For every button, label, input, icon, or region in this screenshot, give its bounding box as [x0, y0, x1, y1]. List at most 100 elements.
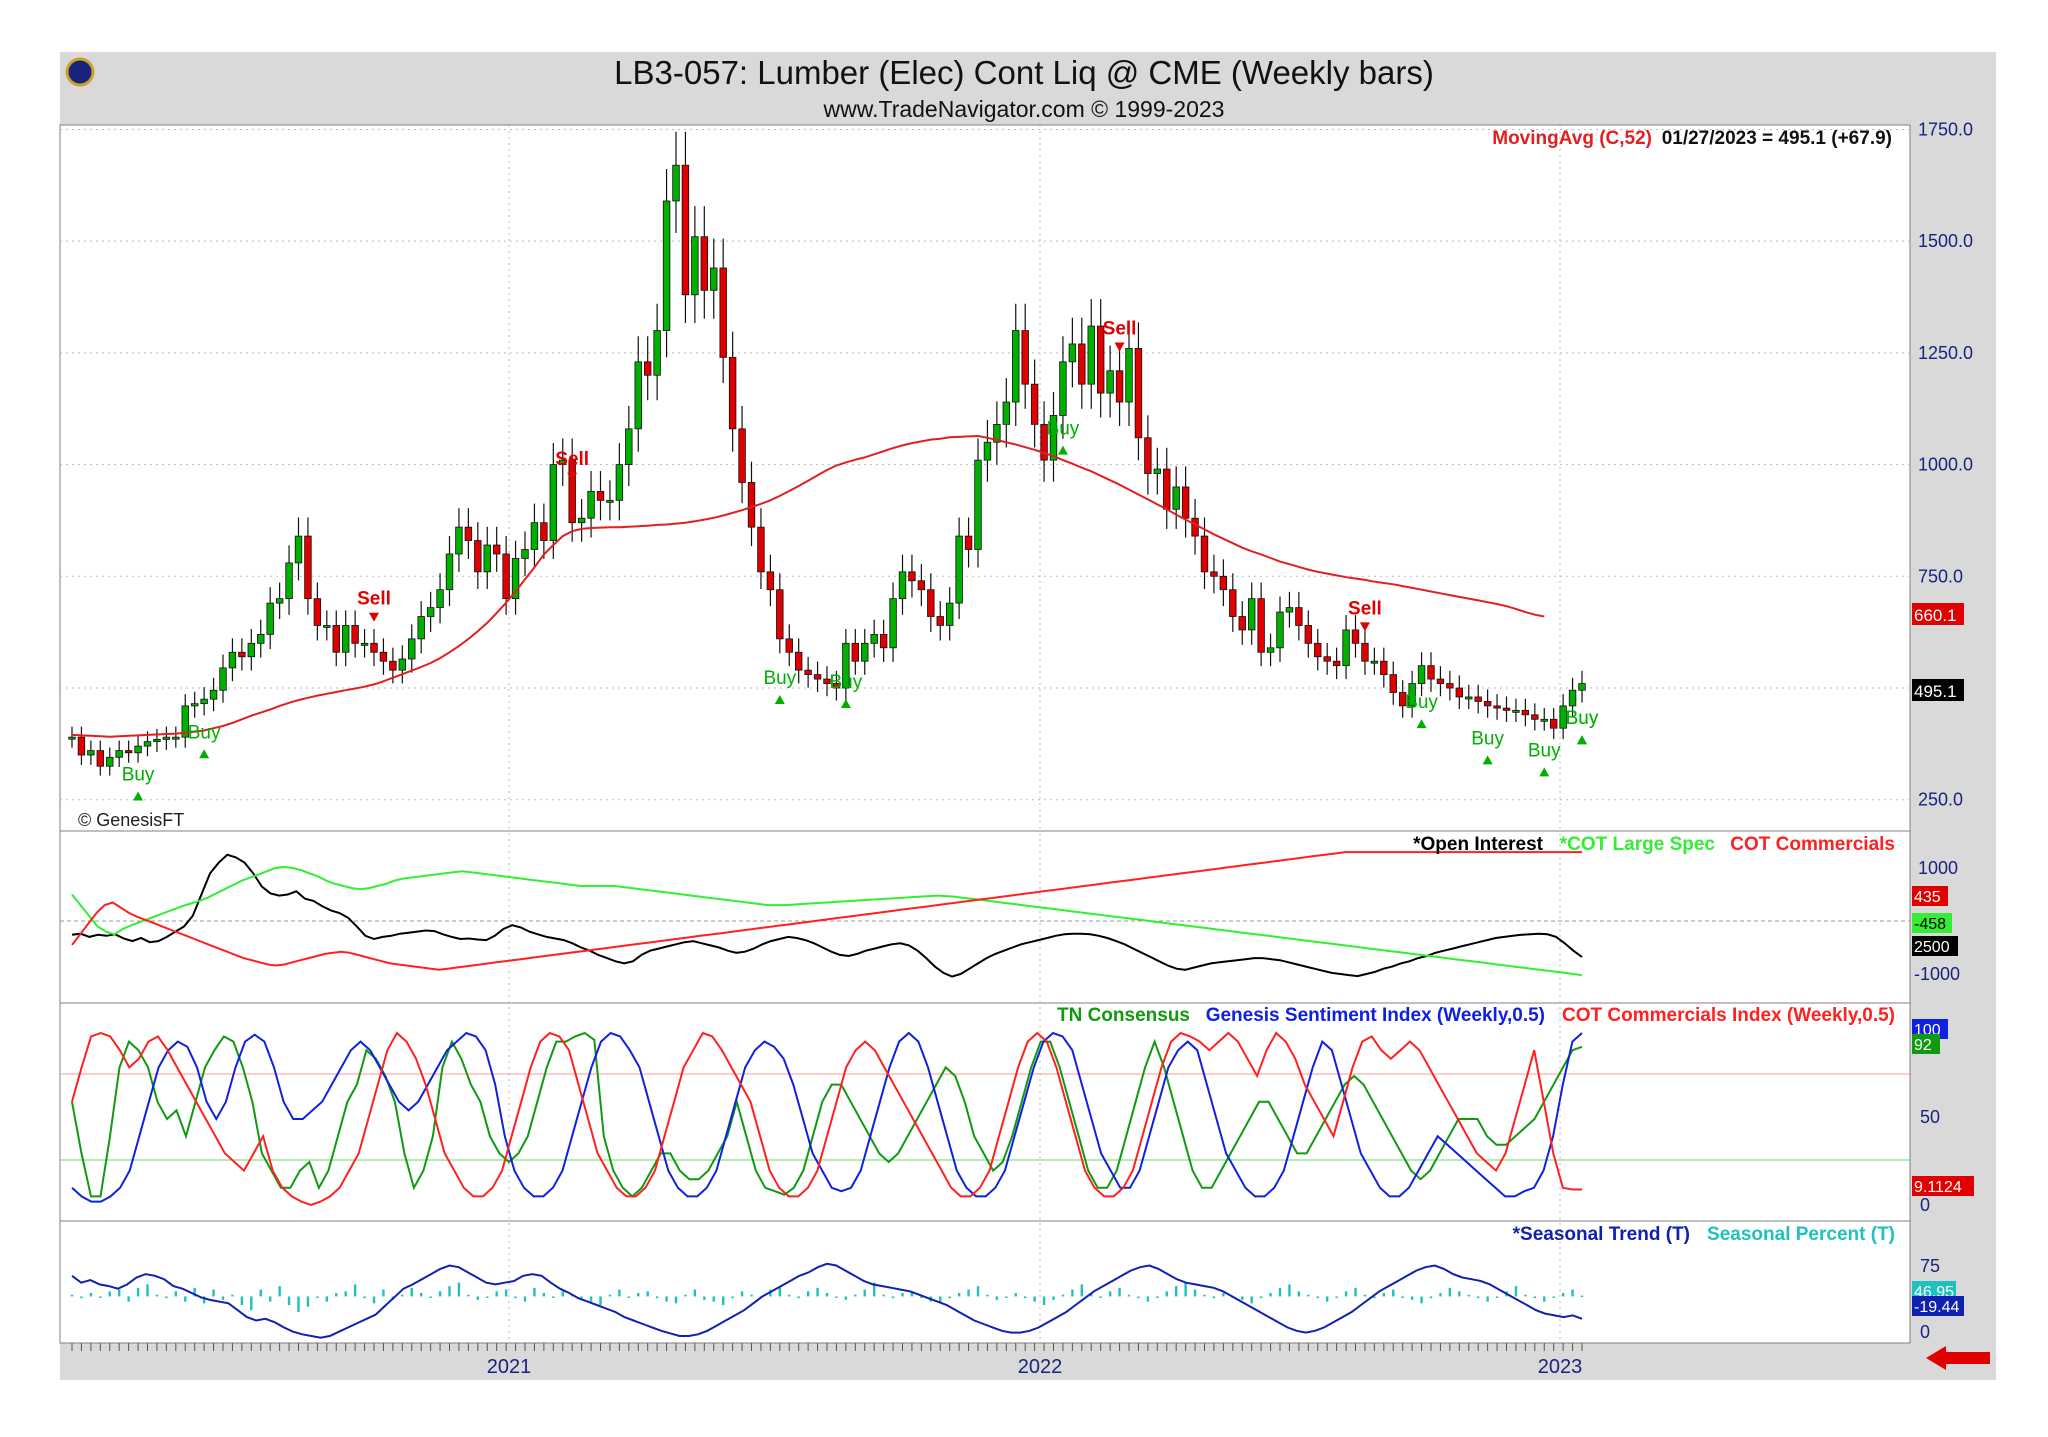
candle-body: [162, 736, 171, 740]
seasonal-percent-bar: [1212, 1296, 1216, 1299]
seasonal-percent-bar: [1071, 1289, 1074, 1297]
seasonal-percent-bar: [1373, 1296, 1376, 1299]
price-tick-label: 750.0: [1918, 566, 1963, 586]
candle-body: [1247, 598, 1256, 631]
seas-tick-0: 0: [1920, 1322, 1930, 1342]
candle-body: [1106, 370, 1114, 394]
candle-body: [776, 589, 784, 640]
seasonal-legend: *Seasonal Trend (T) Seasonal Percent (T): [1513, 1224, 1895, 1245]
candle-body: [766, 571, 775, 591]
seasonal-percent-bar: [457, 1282, 461, 1297]
x-label-2023: 2023: [1538, 1356, 1583, 1378]
price-tick-label: 1750.0: [1918, 119, 1973, 139]
seasonal-percent-bar: [448, 1286, 451, 1297]
candle-body: [964, 535, 973, 550]
seasonal-percent-bar: [637, 1293, 640, 1297]
seasonal-percent-bars: [70, 1282, 1584, 1312]
candle-body: [615, 464, 624, 501]
seasonal-percent-bar: [684, 1294, 687, 1297]
sent-legend-genesis: Genesis Sentiment Index (Weekly,0.5): [1206, 1005, 1545, 1026]
seasonal-percent-bar: [1269, 1293, 1272, 1297]
seasonal-percent-bar: [1580, 1295, 1584, 1298]
seasonal-percent-bar: [1014, 1293, 1017, 1297]
seasonal-percent-bar: [419, 1293, 423, 1297]
seasonal-percent-bar: [920, 1296, 923, 1298]
candle-body: [1502, 707, 1511, 711]
sentiment-lines: [71, 1031, 1583, 1207]
seasonal-percent-bar: [193, 1287, 196, 1297]
sent-legend-tn: TN Consensus: [1057, 1005, 1190, 1026]
candle-body: [1229, 589, 1237, 617]
candle-body: [332, 625, 340, 653]
seasonal-percent-bar: [401, 1294, 404, 1297]
candle-body: [1059, 361, 1067, 416]
seasonal-percent-bar: [1174, 1286, 1178, 1297]
seasonal-percent-bar: [835, 1296, 838, 1298]
seasonal-percent-bar: [1108, 1291, 1112, 1297]
candle-body: [672, 164, 680, 202]
seasonal-percent-bar: [495, 1291, 498, 1297]
candle-body: [1559, 705, 1567, 729]
candle-body: [955, 535, 963, 604]
candle-body: [1181, 486, 1190, 519]
seasonal-percent-bar: [240, 1296, 244, 1306]
seasonal-percent-bar: [316, 1296, 319, 1298]
candle-body: [1568, 689, 1577, 707]
candle-body: [1465, 696, 1473, 700]
seasonal-percent-bar: [136, 1287, 140, 1297]
seasonal-percent-bar: [1420, 1296, 1423, 1304]
seasonal-percent-bar: [231, 1294, 234, 1297]
sell-signal-label: Sell: [1348, 598, 1382, 619]
seasonal-percent-bar: [1571, 1289, 1574, 1297]
candle-body: [351, 625, 359, 644]
sentiment-series-line: [71, 1031, 1582, 1207]
sent-badge-tn-label: 92: [1914, 1037, 1932, 1054]
seasonal-percent-bar: [429, 1296, 432, 1298]
seasonal-percent-bar: [552, 1296, 555, 1298]
seasonal-percent-bar: [816, 1287, 819, 1297]
candle-body: [426, 607, 435, 617]
candle-body: [710, 267, 718, 291]
candle-body: [398, 658, 407, 671]
candle-body: [785, 638, 793, 653]
seasonal-percent-bar: [1146, 1296, 1150, 1302]
candle-body: [908, 571, 916, 582]
seasonal-percent-bar: [476, 1296, 480, 1300]
seasonal-percent-bar: [1023, 1296, 1027, 1299]
oi-series-line: [71, 851, 1582, 971]
candle-body: [540, 522, 548, 541]
candle-body: [153, 738, 161, 743]
candle-body: [634, 361, 642, 430]
seasonal-percent-bar: [278, 1286, 281, 1297]
seasonal-trend-line: [71, 1262, 1583, 1339]
sent-badge-commercials: [1912, 1176, 1974, 1196]
seasonal-percent-bar: [1543, 1296, 1546, 1302]
oi-lines: [71, 851, 1583, 978]
candle-body: [1549, 718, 1558, 729]
candle-body: [1512, 709, 1520, 713]
candle-body: [1068, 343, 1077, 363]
seasonal-percent-bar: [1429, 1296, 1433, 1299]
candle-body: [304, 535, 312, 600]
candle-body: [1455, 687, 1464, 698]
scroll-arrow-icon[interactable]: [1926, 1346, 1990, 1370]
seasonal-percent-bar: [99, 1296, 102, 1298]
candle-body: [1295, 607, 1303, 626]
watermark: © GenesisFT: [78, 810, 184, 830]
seasonal-percent-bar: [1363, 1294, 1367, 1297]
seasonal-percent-bar: [184, 1296, 187, 1302]
seasonal-percent-bar: [165, 1296, 168, 1299]
seasonal-percent-bar: [1458, 1291, 1461, 1297]
seasonal-percent-bar: [721, 1296, 725, 1306]
candle-body: [549, 464, 558, 541]
candle-body: [1361, 642, 1369, 662]
candle-body: [1285, 607, 1294, 613]
seasonal-percent-bar: [806, 1291, 810, 1297]
candle-body: [1408, 683, 1416, 707]
candle-body: [728, 356, 737, 430]
candle-body: [747, 482, 756, 528]
candle-body: [1002, 401, 1011, 425]
candle-body: [474, 540, 482, 573]
seasonal-percent-bar: [155, 1294, 159, 1297]
seasonal-percent-bar: [382, 1289, 385, 1297]
